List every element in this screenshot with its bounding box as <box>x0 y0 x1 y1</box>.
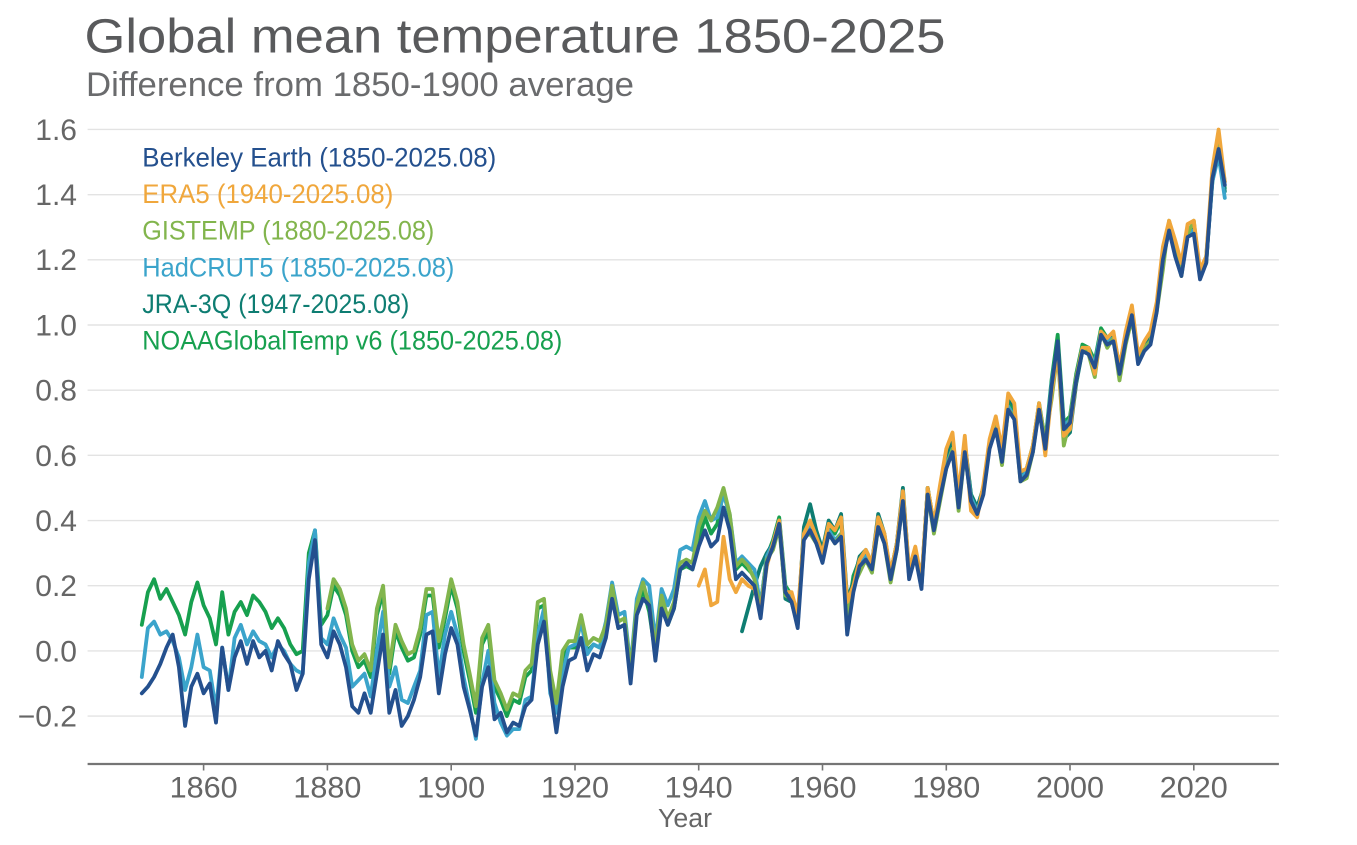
svg-text:0.8: 0.8 <box>35 375 77 408</box>
svg-text:1860: 1860 <box>170 772 238 805</box>
svg-text:NOAAGlobalTemp v6 (1850-2025.0: NOAAGlobalTemp v6 (1850-2025.08) <box>142 325 562 355</box>
svg-text:2020: 2020 <box>1160 772 1228 805</box>
svg-text:1.2: 1.2 <box>35 244 77 277</box>
svg-text:1880: 1880 <box>293 772 361 805</box>
svg-text:1900: 1900 <box>417 772 485 805</box>
svg-text:0.2: 0.2 <box>35 570 77 603</box>
svg-text:Difference from 1850-1900 aver: Difference from 1850-1900 average <box>86 66 634 104</box>
svg-text:0.0: 0.0 <box>35 635 77 668</box>
svg-text:−0.2: −0.2 <box>18 701 77 734</box>
svg-text:ERA5 (1940-2025.08): ERA5 (1940-2025.08) <box>142 179 393 209</box>
svg-text:0.4: 0.4 <box>35 505 77 538</box>
svg-text:Berkeley Earth (1850-2025.08): Berkeley Earth (1850-2025.08) <box>142 143 496 173</box>
svg-text:Year: Year <box>658 805 713 833</box>
svg-text:1980: 1980 <box>912 772 980 805</box>
svg-text:2000: 2000 <box>1036 772 1104 805</box>
svg-text:1940: 1940 <box>665 772 733 805</box>
svg-text:Global mean temperature 1850-2: Global mean temperature 1850-2025 <box>85 10 946 63</box>
svg-text:1.6: 1.6 <box>35 114 77 147</box>
svg-text:JRA-3Q (1947-2025.08): JRA-3Q (1947-2025.08) <box>142 289 409 319</box>
svg-text:1960: 1960 <box>789 772 857 805</box>
svg-text:1.0: 1.0 <box>35 309 77 342</box>
svg-text:HadCRUT5 (1850-2025.08): HadCRUT5 (1850-2025.08) <box>142 252 454 282</box>
svg-text:1.4: 1.4 <box>35 179 77 212</box>
svg-text:1920: 1920 <box>541 772 609 805</box>
svg-text:0.6: 0.6 <box>35 440 77 473</box>
svg-text:GISTEMP (1880-2025.08): GISTEMP (1880-2025.08) <box>142 216 434 246</box>
